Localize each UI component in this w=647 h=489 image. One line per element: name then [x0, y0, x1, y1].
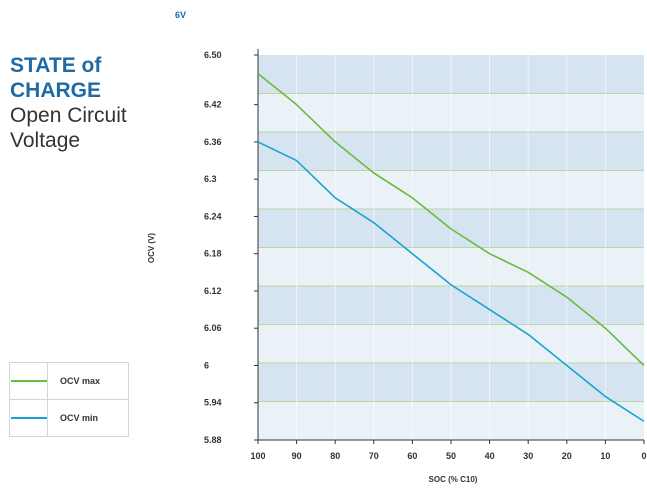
x-tick-label: 0: [641, 451, 646, 461]
y-tick-label: 5.88: [204, 435, 222, 445]
y-tick-label: 6.42: [204, 100, 222, 110]
y-tick-label: 6.3: [204, 174, 217, 184]
x-tick-label: 60: [407, 451, 417, 461]
x-tick-label: 50: [446, 451, 456, 461]
x-tick-label: 30: [523, 451, 533, 461]
chart-title-line-1: STATE of: [10, 54, 102, 77]
x-tick-label: 100: [250, 451, 265, 461]
voltage-tag: 6V: [175, 10, 187, 20]
y-axis-title: OCV (V): [147, 233, 156, 264]
y-tick-label: 5.94: [204, 398, 222, 408]
series-line-ocv-max: [257, 73, 645, 367]
legend-divider: [47, 400, 48, 436]
y-tick-label: 6.18: [204, 249, 222, 259]
chart-subtitle-line-1: Open Circuit: [10, 104, 127, 127]
series-lines: [257, 73, 645, 423]
chart-subtitle-line-2: Voltage: [10, 129, 81, 152]
x-axis-title: SOC (% C10): [429, 475, 478, 484]
y-tick-label: 6.50: [204, 50, 222, 60]
legend-swatch-ocv-min: [11, 417, 47, 419]
x-tick-label: 10: [600, 451, 610, 461]
legend-swatch-ocv-max: [11, 380, 47, 382]
series-line-ocv-min: [257, 141, 645, 423]
legend-label-ocv-max: OCV max: [60, 376, 101, 386]
x-tick-label: 70: [369, 451, 379, 461]
y-tick-label: 6.36: [204, 137, 222, 147]
y-tick-label: 6: [204, 360, 209, 370]
legend-label-ocv-min: OCV min: [60, 413, 99, 423]
legend-item-ocv-min: OCV min: [10, 400, 128, 436]
chart-title-line-2: CHARGE: [10, 79, 102, 102]
x-tick-label: 90: [292, 451, 302, 461]
background-bands: [258, 55, 644, 440]
x-tick-label: 80: [330, 451, 340, 461]
y-tick-label: 6.12: [204, 286, 222, 296]
legend-item-ocv-max: OCV max: [10, 363, 128, 400]
legend-divider: [47, 363, 48, 399]
y-axis-ticks: 6.50 6.42 6.36 6.3 6.24 6.18 6.12 6.06 6 5.94 5.88: [204, 50, 258, 445]
y-tick-label: 6.06: [204, 323, 222, 333]
x-tick-label: 20: [562, 451, 572, 461]
x-tick-label: 40: [485, 451, 495, 461]
legend: OCV max OCV min: [9, 362, 129, 437]
title-block: STATE of CHARGE Open Circuit Voltage: [10, 53, 127, 153]
x-axis-ticks: 100 90 80 70 60 50 40 30 20 10 0: [250, 440, 647, 461]
y-tick-label: 6.24: [204, 211, 222, 221]
